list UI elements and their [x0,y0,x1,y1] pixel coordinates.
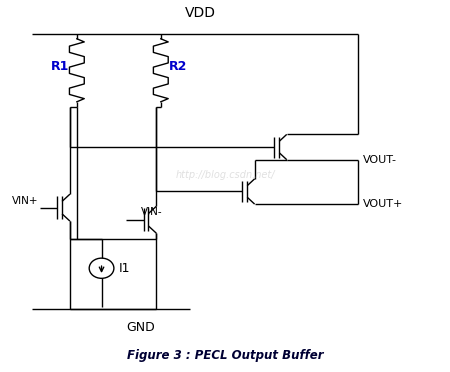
Text: VIN+: VIN+ [12,196,38,206]
Text: http://blog.csdn.net/: http://blog.csdn.net/ [175,170,275,180]
Text: R1: R1 [50,60,69,73]
Text: VIN-: VIN- [141,207,162,217]
Text: VOUT+: VOUT+ [363,199,404,209]
Text: R2: R2 [169,60,187,73]
Text: VOUT-: VOUT- [363,155,397,165]
Text: I1: I1 [119,262,130,275]
Text: VDD: VDD [185,6,216,20]
Text: Figure 3 : PECL Output Buffer: Figure 3 : PECL Output Buffer [127,349,323,362]
Text: GND: GND [126,321,155,334]
